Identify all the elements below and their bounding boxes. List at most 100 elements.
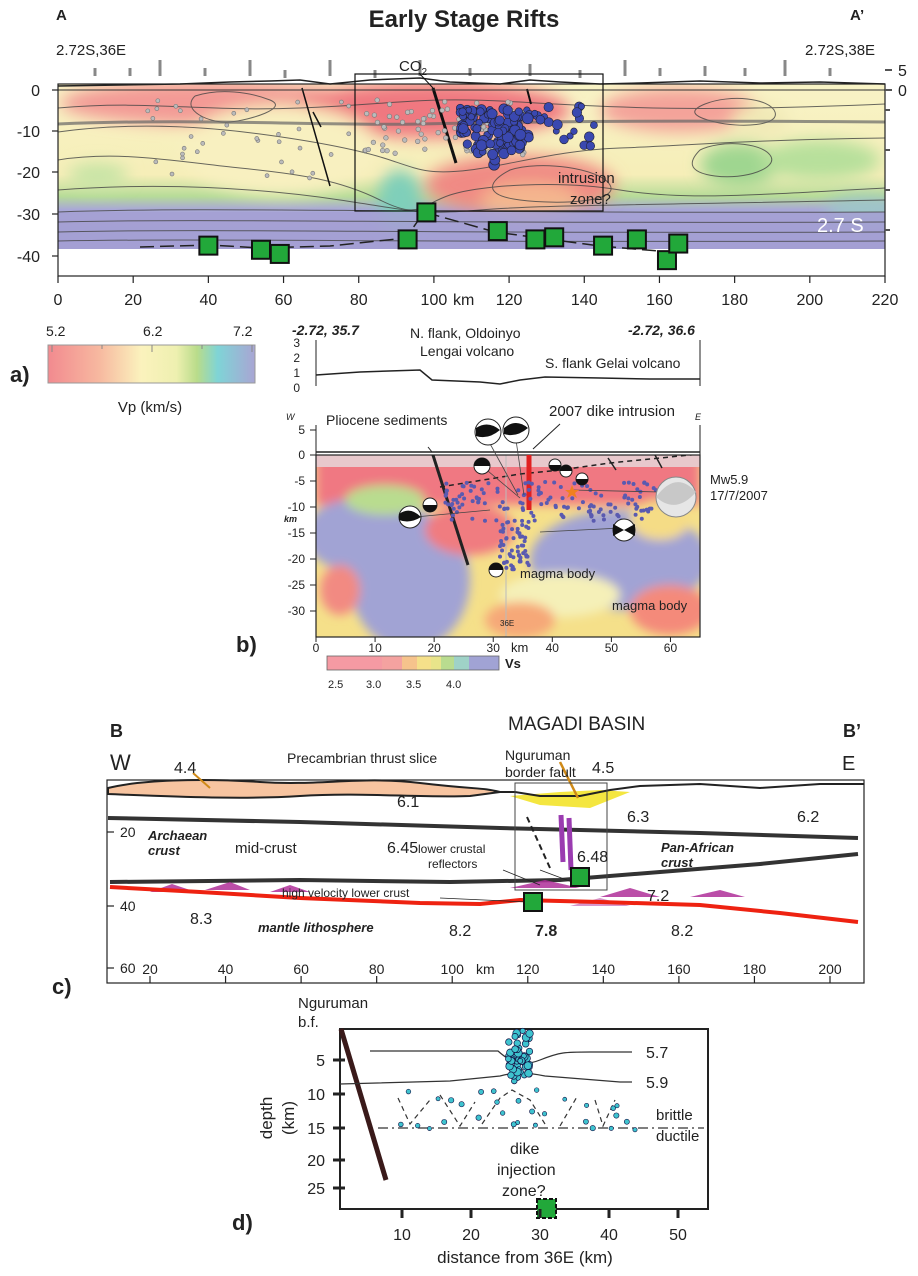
blue-quake (535, 115, 546, 125)
quake-dot (536, 485, 541, 490)
quake-dot (646, 509, 651, 514)
blue-quake (521, 112, 534, 125)
blue-quake (467, 113, 475, 121)
longitude-tick: 36E (500, 619, 514, 628)
quake-dot-d (613, 1112, 620, 1119)
x-tick-label-b: 20 (427, 641, 441, 655)
quake-dot (586, 509, 591, 514)
small-quake (365, 146, 371, 153)
small-quake (384, 148, 390, 154)
topo-axis: 3 2 1 0 (293, 336, 300, 395)
quake-dot (515, 526, 520, 531)
quake-dot (482, 518, 487, 523)
quake-dot (616, 514, 621, 519)
dike-zone-label-2: injection (497, 1162, 556, 1179)
y-tick-label-b: -20 (288, 552, 306, 566)
panel-a: A A’ 2.72S,36E 2.72S,38E (10, 7, 907, 416)
small-quake (339, 99, 344, 105)
quake-dot (499, 541, 504, 546)
small-quake (145, 108, 151, 114)
contour-57 (370, 1050, 632, 1064)
quake-dot (558, 485, 563, 490)
topography-profile (57, 77, 886, 87)
vel-82a: 8.2 (449, 923, 471, 940)
y-tick-label-c: 40 (120, 898, 136, 914)
e-label-b: E (695, 412, 702, 422)
blue-quake (494, 115, 505, 126)
vel-645: 6.45 (387, 840, 418, 857)
mainshock-star-icon (565, 485, 579, 498)
oldoinyo-label-2: Lengai volcano (420, 343, 514, 359)
quake-dot (500, 522, 505, 527)
quake-dot (608, 502, 613, 507)
small-quake (444, 106, 450, 112)
quake-dot (529, 510, 534, 515)
panel-b-frame (315, 454, 701, 638)
upper-midcrust-boundary (107, 816, 859, 840)
moho-marker-icon (523, 867, 590, 912)
x-tick-label: 180 (721, 292, 748, 309)
x-tick-label-c: 20 (142, 961, 158, 977)
small-quake (380, 147, 386, 154)
y-tick-label-d: 20 (307, 1153, 325, 1170)
right-coordinate: 2.72S,38E (805, 42, 875, 59)
small-quake (297, 145, 303, 151)
small-quake (422, 146, 428, 152)
quake-dot (498, 554, 503, 559)
blue-quake (584, 131, 595, 142)
quake-dot (626, 480, 631, 485)
small-quake (505, 99, 511, 105)
x-tick-label-c: 60 (293, 961, 309, 977)
quake-dot (585, 484, 590, 489)
x-tick-label: 160 (646, 292, 673, 309)
pan-african-label-1: Pan-African (661, 840, 734, 855)
km-xlabel-b: km (511, 640, 528, 655)
quake-dot-d (458, 1101, 465, 1108)
moho-marker-icon (198, 235, 219, 256)
vs-tick-25: 2.5 (328, 679, 343, 691)
small-quake (276, 139, 282, 145)
blue-quake (472, 124, 482, 134)
blue-quake (577, 102, 585, 110)
quake-dot (443, 500, 448, 505)
small-quake (452, 134, 459, 140)
blue-quake (506, 145, 517, 156)
topo-tick-1: 1 (293, 366, 300, 380)
small-quake (200, 141, 206, 146)
lower-crust-boundary (109, 852, 859, 885)
x-tick-label: 60 (275, 292, 293, 309)
nguruman-label-d2: b.f. (298, 1014, 319, 1031)
focal-mechanism-icon (488, 562, 504, 578)
quake-dot (523, 481, 528, 486)
quake-dot (518, 559, 523, 564)
quake-dot (518, 534, 523, 539)
y-tick-20: -20 (17, 165, 40, 182)
quake-dot-d (534, 1087, 540, 1093)
quake-dot-d (405, 1088, 412, 1095)
small-quake (173, 103, 179, 109)
quake-dot (526, 525, 531, 530)
quake-dot (521, 543, 526, 548)
quake-dot (443, 493, 448, 498)
quake-dot (494, 518, 499, 523)
small-quake (310, 170, 316, 176)
small-quake (441, 128, 448, 134)
small-quake (415, 138, 421, 144)
left-coordinate: 2.72S,36E (56, 42, 126, 59)
quake-dot (635, 504, 640, 509)
small-quake (386, 101, 393, 107)
top-tick-marks (93, 60, 832, 78)
small-quake (279, 159, 284, 165)
small-quake (374, 119, 381, 125)
small-quake (370, 139, 376, 145)
quake-dot (622, 495, 627, 500)
section-letter-a-prime: A’ (850, 7, 864, 24)
quake-dot (482, 501, 487, 506)
blue-quake (486, 108, 498, 120)
right-tick-5: 5 (898, 63, 907, 80)
quake-dot (504, 565, 509, 570)
small-quake (381, 124, 387, 130)
blue-quake (585, 141, 596, 151)
small-quake (415, 118, 421, 125)
quake-dot-d (507, 1071, 515, 1079)
